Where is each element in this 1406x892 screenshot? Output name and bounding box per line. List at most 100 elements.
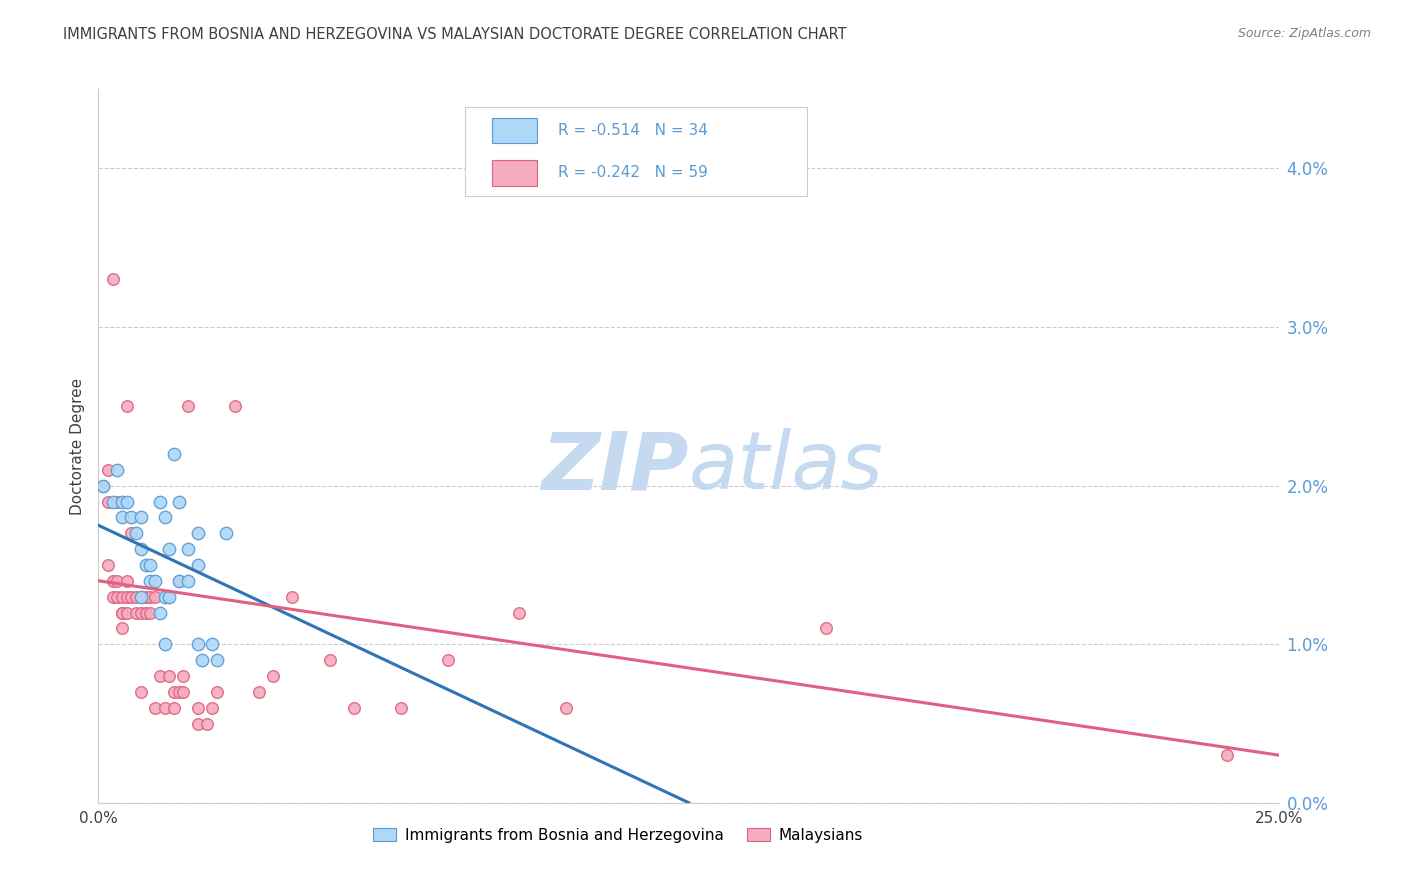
Point bbox=[247, 685, 270, 699]
Point bbox=[163, 700, 186, 714]
Point bbox=[149, 606, 172, 620]
Point bbox=[125, 526, 148, 541]
Legend: Immigrants from Bosnia and Herzegovina, Malaysians: Immigrants from Bosnia and Herzegovina, … bbox=[367, 822, 869, 848]
Point bbox=[555, 700, 578, 714]
Point bbox=[115, 574, 138, 588]
Point bbox=[262, 669, 284, 683]
Point bbox=[153, 590, 176, 604]
Point bbox=[97, 558, 120, 572]
Point bbox=[115, 400, 138, 414]
Point bbox=[101, 272, 124, 286]
Point bbox=[163, 685, 186, 699]
Point bbox=[153, 637, 176, 651]
Point bbox=[205, 653, 228, 667]
Text: R = -0.242   N = 59: R = -0.242 N = 59 bbox=[558, 165, 707, 180]
Point bbox=[157, 669, 180, 683]
Point bbox=[135, 590, 157, 604]
Point bbox=[143, 574, 166, 588]
Point bbox=[149, 494, 172, 508]
Text: Source: ZipAtlas.com: Source: ZipAtlas.com bbox=[1237, 27, 1371, 40]
Point bbox=[342, 700, 364, 714]
Point bbox=[389, 700, 412, 714]
Point bbox=[187, 558, 209, 572]
Point bbox=[187, 526, 209, 541]
Y-axis label: Doctorate Degree: Doctorate Degree bbox=[69, 377, 84, 515]
Point bbox=[167, 494, 190, 508]
Point bbox=[111, 621, 134, 635]
Point bbox=[143, 590, 166, 604]
Point bbox=[111, 590, 134, 604]
Point bbox=[115, 590, 138, 604]
Text: R = -0.514   N = 34: R = -0.514 N = 34 bbox=[558, 123, 707, 138]
Point bbox=[195, 716, 218, 731]
Point bbox=[319, 653, 342, 667]
Point bbox=[105, 463, 128, 477]
Point bbox=[139, 606, 162, 620]
Point bbox=[129, 590, 152, 604]
Point bbox=[201, 700, 224, 714]
Point bbox=[121, 590, 143, 604]
Point bbox=[97, 494, 120, 508]
Point bbox=[101, 494, 124, 508]
Point bbox=[187, 637, 209, 651]
Point bbox=[153, 700, 176, 714]
Point bbox=[105, 494, 128, 508]
Point bbox=[177, 542, 200, 557]
Point bbox=[163, 447, 186, 461]
Bar bbox=[492, 160, 537, 186]
Point bbox=[129, 510, 152, 524]
Point bbox=[97, 463, 120, 477]
Text: ZIP: ZIP bbox=[541, 428, 689, 507]
Point bbox=[105, 574, 128, 588]
Text: IMMIGRANTS FROM BOSNIA AND HERZEGOVINA VS MALAYSIAN DOCTORATE DEGREE CORRELATION: IMMIGRANTS FROM BOSNIA AND HERZEGOVINA V… bbox=[63, 27, 846, 42]
Point bbox=[139, 590, 162, 604]
Point bbox=[187, 716, 209, 731]
Point bbox=[205, 685, 228, 699]
Point bbox=[814, 621, 837, 635]
Point bbox=[121, 526, 143, 541]
Point bbox=[111, 606, 134, 620]
Point bbox=[111, 494, 134, 508]
Point bbox=[157, 542, 180, 557]
Text: atlas: atlas bbox=[689, 428, 884, 507]
Point bbox=[101, 590, 124, 604]
Point bbox=[157, 590, 180, 604]
Point bbox=[129, 590, 152, 604]
Point bbox=[111, 510, 134, 524]
Point bbox=[135, 606, 157, 620]
Point bbox=[177, 400, 200, 414]
Point bbox=[224, 400, 246, 414]
Point bbox=[115, 606, 138, 620]
Point bbox=[1216, 748, 1239, 763]
Point bbox=[177, 574, 200, 588]
Point bbox=[129, 542, 152, 557]
Point bbox=[111, 606, 134, 620]
Point bbox=[121, 510, 143, 524]
Point bbox=[143, 700, 166, 714]
Point bbox=[508, 606, 530, 620]
Point bbox=[139, 574, 162, 588]
Point bbox=[129, 590, 152, 604]
Point bbox=[201, 637, 224, 651]
Point bbox=[172, 669, 194, 683]
Point bbox=[129, 606, 152, 620]
Point bbox=[153, 510, 176, 524]
Point bbox=[115, 494, 138, 508]
FancyBboxPatch shape bbox=[464, 107, 807, 196]
Point bbox=[105, 590, 128, 604]
Point bbox=[167, 574, 190, 588]
Point bbox=[281, 590, 304, 604]
Point bbox=[437, 653, 460, 667]
Bar bbox=[492, 118, 537, 144]
Point bbox=[125, 606, 148, 620]
Point bbox=[215, 526, 238, 541]
Point bbox=[91, 478, 114, 492]
Point bbox=[167, 574, 190, 588]
Point bbox=[167, 685, 190, 699]
Point bbox=[187, 700, 209, 714]
Point bbox=[125, 590, 148, 604]
Point bbox=[91, 478, 114, 492]
Point bbox=[135, 558, 157, 572]
Point bbox=[101, 574, 124, 588]
Point bbox=[139, 558, 162, 572]
